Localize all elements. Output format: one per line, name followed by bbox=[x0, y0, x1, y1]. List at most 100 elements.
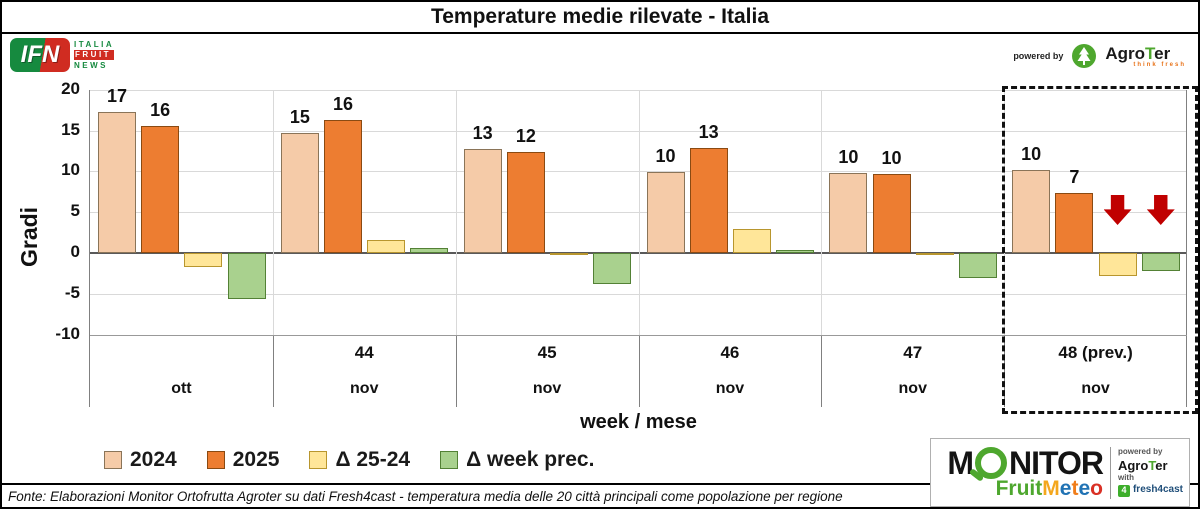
bar-Δ-week-prec.-g5 bbox=[1141, 253, 1180, 271]
legend-item: Δ week prec. bbox=[440, 448, 594, 472]
powered-by-agroter: powered by AgroTer think fresh bbox=[1013, 44, 1186, 68]
group-month-label: nov bbox=[532, 380, 562, 397]
ifn-news-label: NEWS bbox=[74, 60, 108, 70]
bar-2024-g3 bbox=[646, 172, 685, 253]
group-week-label: 47 bbox=[903, 343, 923, 362]
group-week-label: 48 (prev.) bbox=[1058, 343, 1133, 362]
logo-powered-by-label: powered by bbox=[1117, 447, 1163, 457]
legend-swatch bbox=[309, 451, 328, 469]
bar-value-label: 16 bbox=[150, 99, 171, 120]
bar-value-label: 15 bbox=[289, 106, 310, 127]
bar-2025-g1 bbox=[324, 119, 363, 253]
meteo-letter: M bbox=[1042, 476, 1060, 500]
tick-separator bbox=[272, 335, 274, 407]
bar-2024-g0 bbox=[98, 111, 136, 253]
plot-bottom-line bbox=[90, 335, 1187, 336]
magnifier-icon bbox=[975, 446, 1007, 479]
bar-value-label: 12 bbox=[515, 125, 536, 146]
agroter-tagline: think fresh bbox=[1133, 61, 1186, 68]
legend-swatch bbox=[104, 451, 122, 469]
source-note: Fonte: Elaborazioni Monitor Ortofrutta A… bbox=[8, 489, 843, 504]
ifn-flag-badge: IFN bbox=[10, 38, 70, 72]
bar-Δ-week-prec.-g2 bbox=[593, 253, 632, 285]
meteo-letter: t bbox=[1071, 476, 1079, 500]
logo-divider bbox=[1109, 446, 1111, 499]
y-tick-label: -10 bbox=[55, 323, 80, 343]
y-tick-label: 0 bbox=[70, 242, 80, 261]
footer-divider bbox=[2, 483, 1198, 485]
ifn-wordmark: ITALIA FRUIT NEWS bbox=[74, 40, 115, 71]
legend-label: 2025 bbox=[232, 448, 280, 471]
v-grid-line bbox=[821, 90, 823, 335]
tick-separator bbox=[638, 335, 640, 407]
forecast-highlight-box bbox=[1002, 86, 1198, 414]
bar-value-label: 16 bbox=[333, 93, 354, 114]
group-month-label: ott bbox=[171, 380, 192, 397]
meteo-letter: o bbox=[1090, 476, 1103, 500]
bar-value-label: 10 bbox=[881, 147, 902, 168]
bar-value-label: 10 bbox=[838, 146, 859, 167]
fresh4cast-icon: 4 bbox=[1117, 484, 1130, 497]
ifn-fruit-label: FRUIT bbox=[74, 50, 115, 60]
chart-title: Temperature medie rilevate - Italia bbox=[430, 5, 770, 28]
x-axis-title: week / mese bbox=[580, 411, 697, 433]
legend-label: Δ week prec. bbox=[466, 448, 595, 471]
page-title: Temperature medie rilevate - Italia bbox=[2, 2, 1198, 34]
group-week-label: 44 bbox=[354, 343, 374, 362]
bar-2025-g3 bbox=[689, 148, 728, 253]
group-month-label: nov bbox=[350, 380, 379, 397]
legend-swatch bbox=[440, 451, 459, 469]
powered-by-label: powered by bbox=[1013, 51, 1064, 61]
legend-item: Δ 25-24 bbox=[309, 448, 410, 472]
bar-2024-g5 bbox=[1012, 169, 1051, 253]
monitor-fruitmeteo-logo: M NITOR Fruit Meteo powered by AgroTer wit… bbox=[930, 438, 1190, 507]
bar-2025-g2 bbox=[506, 151, 545, 253]
ifn-logo: IFN ITALIA FRUIT NEWS bbox=[10, 38, 115, 72]
bar-2024-g1 bbox=[280, 132, 319, 253]
agroter-wordmark: AgroTer think fresh bbox=[1105, 45, 1186, 68]
bar-2024-g2 bbox=[463, 149, 502, 253]
bar-value-label: 13 bbox=[472, 123, 493, 144]
monitor-nitor: NITOR bbox=[1009, 444, 1104, 481]
v-grid-line bbox=[455, 90, 457, 335]
y-tick-label: 15 bbox=[61, 119, 80, 139]
monitor-wordmark: M NITOR Fruit Meteo bbox=[947, 444, 1104, 499]
meteo-letter: e bbox=[1059, 476, 1072, 500]
bar-Δ-25-24-g5 bbox=[1098, 253, 1137, 276]
fresh4cast-label: fresh4cast bbox=[1132, 484, 1183, 496]
y-tick-label: 20 bbox=[61, 78, 80, 98]
bar-2025-g0 bbox=[141, 125, 180, 253]
legend-label: Δ 25-24 bbox=[335, 448, 411, 471]
meteo-letter: e bbox=[1078, 476, 1091, 500]
bar-Δ-week-prec.-g4 bbox=[958, 253, 997, 279]
agroter-label: AgroTer bbox=[1105, 43, 1171, 63]
tick-separator bbox=[821, 335, 823, 407]
bar-value-label: 7 bbox=[1069, 167, 1080, 188]
bar-Δ-25-24-g1 bbox=[367, 239, 406, 253]
axis-line bbox=[1186, 90, 1187, 407]
v-grid-line bbox=[272, 90, 274, 335]
bar-Δ-week-prec.-g1 bbox=[410, 248, 449, 253]
group-week-label: 46 bbox=[720, 343, 740, 362]
logo-agroter-label: AgroTer bbox=[1117, 457, 1168, 473]
bar-Δ-25-24-g4 bbox=[915, 253, 954, 256]
chart-legend: 2024 2025 Δ 25-24 Δ week prec. bbox=[104, 448, 594, 472]
axis-line bbox=[89, 90, 90, 407]
bar-Δ-25-24-g3 bbox=[732, 229, 771, 253]
bar-value-label: 13 bbox=[698, 122, 719, 143]
bar-2025-g5 bbox=[1055, 193, 1094, 253]
legend-item: 2025 bbox=[206, 448, 280, 472]
logo-with-label: with bbox=[1117, 473, 1134, 483]
meteo-label: Meteo bbox=[1042, 478, 1103, 499]
y-tick-label: 5 bbox=[70, 201, 80, 221]
fresh4cast-logo: 4 fresh4cast bbox=[1117, 484, 1183, 497]
bar-Δ-25-24-g2 bbox=[550, 253, 589, 256]
legend-label: 2024 bbox=[130, 448, 177, 471]
legend-swatch bbox=[206, 451, 225, 469]
bar-Δ-25-24-g0 bbox=[184, 253, 223, 267]
group-month-label: nov bbox=[715, 380, 745, 397]
legend-item: 2024 bbox=[104, 448, 177, 472]
bar-value-label: 17 bbox=[106, 85, 128, 106]
